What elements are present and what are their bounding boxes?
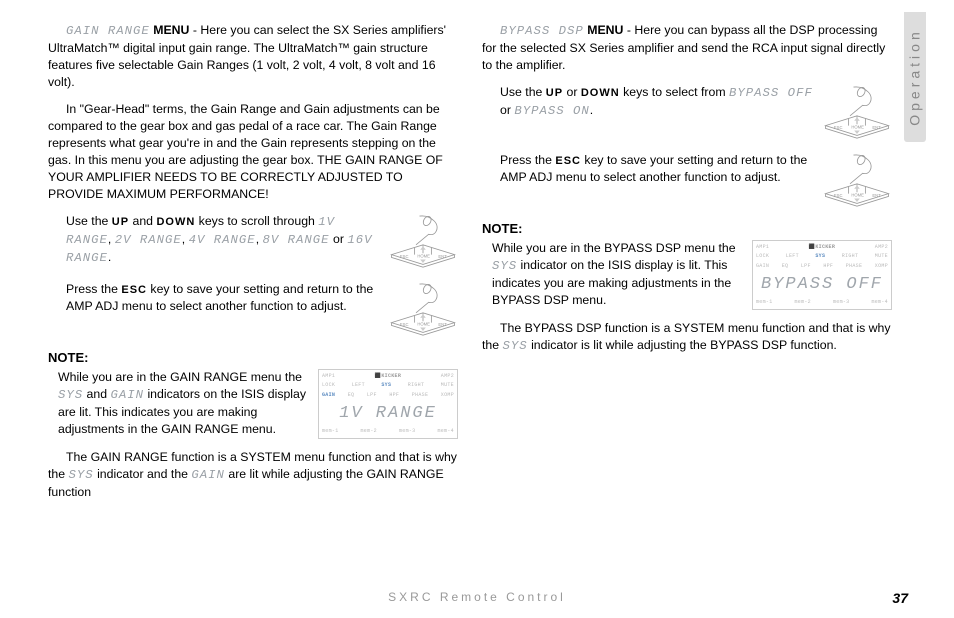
page-number: 37 [892,590,908,606]
bypass-select-instruction: Use the UP or DOWN keys to select from B… [482,84,892,142]
lcd-bot-row: mem-1mem-2mem-3mem-4 [322,428,454,435]
lcd-top-row: AMP1⬛KICKERAMP2 [756,244,888,251]
gain-range-lead: GAIN RANGE [66,24,150,38]
up-key: UP [546,87,563,99]
scroll-instruction: Use the UP and DOWN keys to scroll throu… [48,213,458,271]
remote-icon [388,213,458,271]
gain-range-intro: GAIN RANGE MENU - Here you can select th… [48,22,458,91]
gain-range-sys-para: The GAIN RANGE function is a SYSTEM menu… [48,449,458,501]
lcd-row2: GAINEQLPFHPFPHASEXOMP [322,392,454,399]
note-text: While you are in the GAIN RANGE menu the… [48,369,310,438]
lcd-main-text: BYPASS OFF [756,273,888,296]
lcd-main-text: 1V RANGE [322,402,454,425]
bypass-select-text: Use the UP or DOWN keys to select from B… [482,84,814,120]
manual-page: GAIN RANGE MENU - Here you can select th… [0,0,954,618]
gear-head-para: In "Gear-Head" terms, the Gain Range and… [48,101,458,203]
lcd-row1: LOCKLEFTSYSRIGHTMUTE [322,382,454,389]
esc-key: ESC [121,284,147,296]
lcd-display-gain-range: AMP1⬛KICKERAMP2 LOCKLEFTSYSRIGHTMUTE GAI… [318,369,458,439]
bypass-intro: BYPASS DSP MENU - Here you can bypass al… [482,22,892,74]
lcd-top-row: AMP1⬛KICKERAMP2 [322,373,454,380]
note-para-lcd: While you are in the GAIN RANGE menu the… [48,369,458,439]
lcd-display-bypass: AMP1⬛KICKERAMP2 LOCKLEFTSYSRIGHTMUTE GAI… [752,240,892,310]
bypass-esc-instruction: Press the ESC key to save your setting a… [482,152,892,210]
remote-icon [822,84,892,142]
lcd-row2: GAINEQLPFHPFPHASEXOMP [756,263,888,270]
lcd-row1: LOCKLEFTSYSRIGHTMUTE [756,253,888,260]
remote-icon [388,281,458,339]
section-tab: Operation [904,12,926,142]
note-heading: NOTE: [48,349,458,367]
column-left: GAIN RANGE MENU - Here you can select th… [48,22,458,596]
bypass-note-lcd: While you are in the BYPASS DSP menu the… [482,240,892,310]
section-tab-label: Operation [907,28,923,125]
bypass-esc-text: Press the ESC key to save your setting a… [482,152,814,186]
column-right: BYPASS DSP MENU - Here you can bypass al… [482,22,892,596]
footer-title: SXRC Remote Control [0,590,954,604]
scroll-text: Use the UP and DOWN keys to scroll throu… [48,213,380,267]
lcd-bot-row: mem-1mem-2mem-3mem-4 [756,299,888,306]
menu-word: MENU [150,23,190,37]
remote-icon [822,152,892,210]
bypass-sys-para: The BYPASS DSP function is a SYSTEM menu… [482,320,892,355]
down-key: DOWN [581,87,620,99]
menu-word: MENU [584,23,624,37]
bypass-lead: BYPASS DSP [500,24,584,38]
note-heading: NOTE: [482,220,892,238]
esc-text: Press the ESC key to save your setting a… [48,281,380,315]
bypass-note-text: While you are in the BYPASS DSP menu the… [482,240,744,309]
esc-key: ESC [555,155,581,167]
esc-instruction: Press the ESC key to save your setting a… [48,281,458,339]
down-key: DOWN [156,216,195,228]
up-key: UP [112,216,129,228]
